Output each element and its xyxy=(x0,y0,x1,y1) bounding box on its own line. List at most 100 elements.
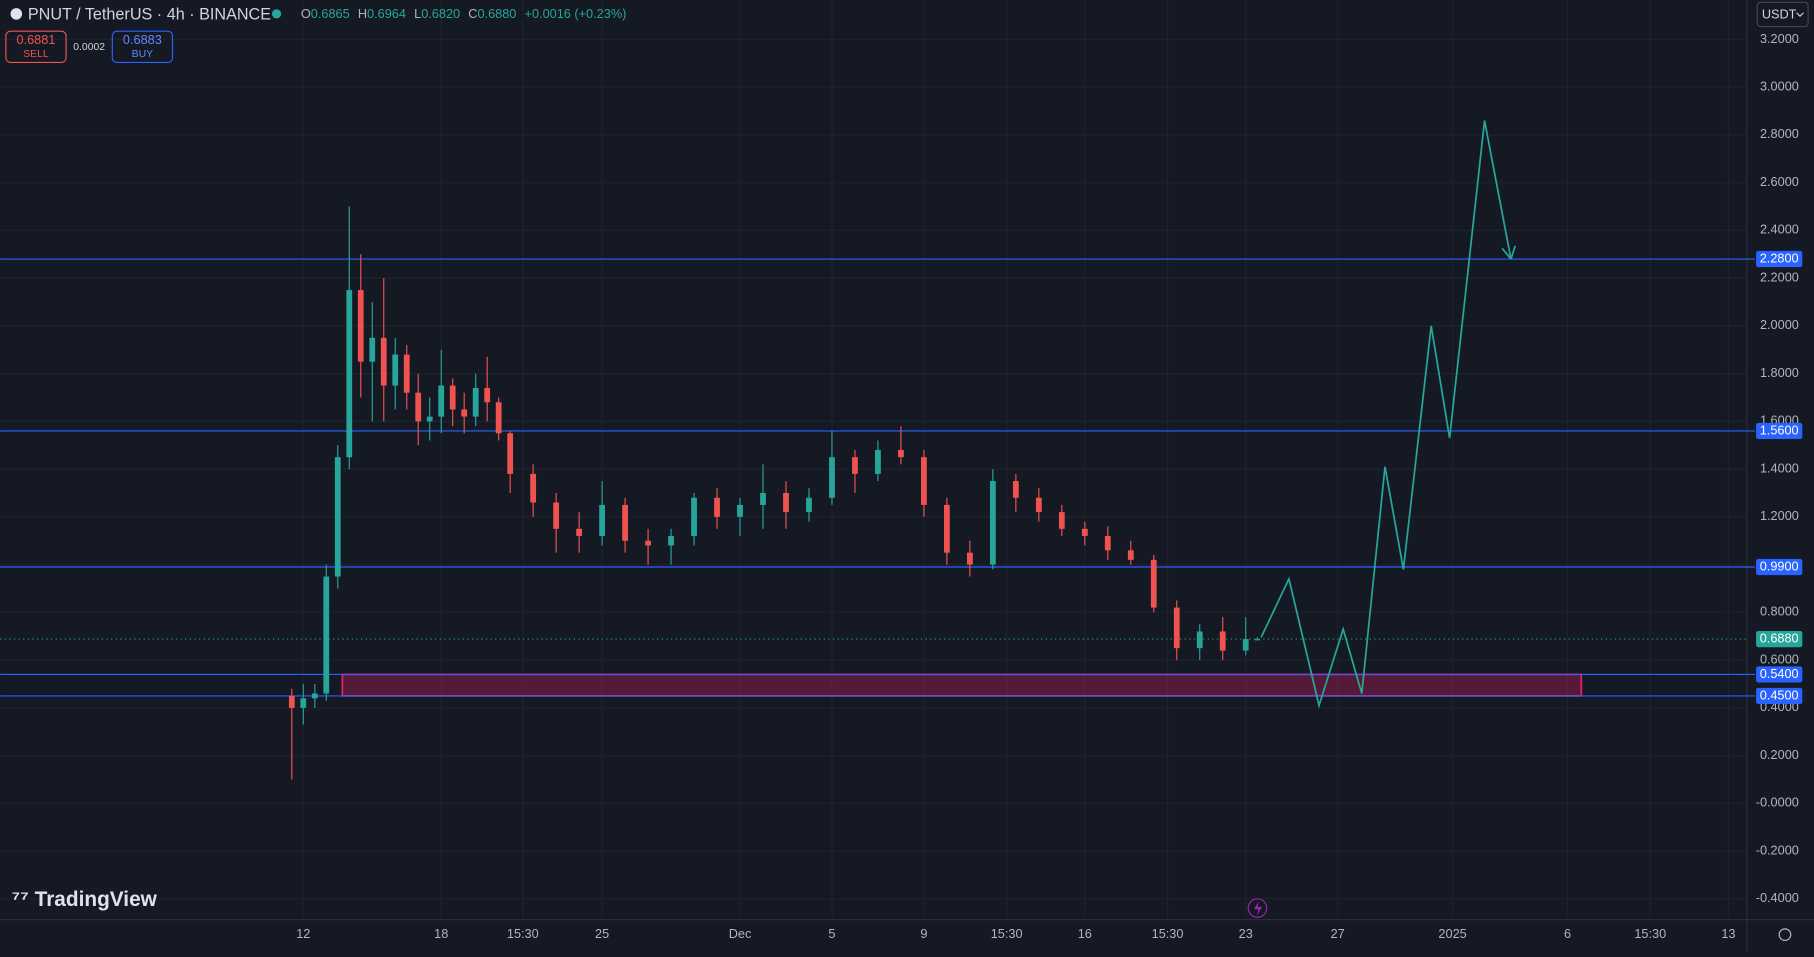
level-label: 0.4500 xyxy=(1760,687,1799,702)
candle-body xyxy=(334,457,341,577)
candle-body xyxy=(921,457,927,505)
y-tick-label: 2.6000 xyxy=(1760,174,1799,189)
candle-body xyxy=(966,552,973,565)
candle-body xyxy=(806,497,812,513)
ohlc-key: O xyxy=(301,6,311,21)
candle-body xyxy=(553,502,560,529)
x-tick-label: 12 xyxy=(296,926,310,941)
candle-body xyxy=(1012,481,1019,498)
x-tick-label: 15:30 xyxy=(507,926,539,941)
candle-body xyxy=(507,433,514,474)
candle-body xyxy=(989,481,996,565)
candle-body xyxy=(1081,528,1088,536)
currency-button[interactable] xyxy=(1756,1,1809,28)
current-price-box xyxy=(1756,630,1803,648)
level-label-box xyxy=(1756,687,1803,705)
candle-body xyxy=(392,354,399,386)
candle-body xyxy=(530,473,537,503)
symbol-icon xyxy=(10,8,23,20)
candle-body xyxy=(403,354,410,393)
ohlc-key: L xyxy=(414,6,421,21)
candle-body xyxy=(438,385,445,417)
candle-body xyxy=(1058,512,1065,529)
candle-body xyxy=(1035,497,1042,513)
x-tick-label: 15:30 xyxy=(1634,926,1666,941)
x-tick-label: Dec xyxy=(729,926,752,941)
y-tick-label: 2.4000 xyxy=(1760,222,1799,237)
candle-body xyxy=(714,497,720,517)
candle-body xyxy=(645,540,651,546)
candle-body xyxy=(1219,631,1226,651)
x-tick-label: 5 xyxy=(828,926,835,941)
candle-body xyxy=(357,290,364,362)
candle-body xyxy=(1150,559,1157,608)
y-tick-label: 3.2000 xyxy=(1760,31,1799,46)
ohlc-value: 0.6880 xyxy=(477,6,516,21)
level-label: 2.2800 xyxy=(1760,250,1799,265)
status-dot xyxy=(271,9,282,19)
candle-body xyxy=(875,450,881,474)
sell-button[interactable] xyxy=(5,30,67,64)
level-label-box xyxy=(1756,422,1803,440)
candle-body xyxy=(691,497,697,536)
y-tick-label: 1.8000 xyxy=(1760,365,1799,380)
y-tick-label: -0.0000 xyxy=(1756,795,1799,810)
spread: 0.0002 xyxy=(73,42,105,53)
candle-body xyxy=(449,385,456,410)
level-label-box xyxy=(1756,558,1803,576)
candle-body xyxy=(852,457,858,474)
candle-body xyxy=(495,402,502,434)
candle-body xyxy=(599,504,606,536)
level-label: 0.5400 xyxy=(1760,666,1799,681)
y-tick-label: 1.4000 xyxy=(1760,460,1799,475)
candle-body xyxy=(461,409,468,417)
y-tick-label: 2.0000 xyxy=(1760,317,1799,332)
settings-icon[interactable] xyxy=(1778,928,1792,942)
ohlc-value: 0.6865 xyxy=(311,6,350,21)
x-tick-label: 16 xyxy=(1078,926,1092,941)
lightning-icon[interactable] xyxy=(1247,898,1268,918)
candle-body xyxy=(1196,631,1203,649)
x-tick-label: 23 xyxy=(1239,926,1253,941)
plot xyxy=(0,120,1755,780)
x-tick-label: 25 xyxy=(595,926,609,941)
candle-body xyxy=(426,416,433,422)
x-tick-label: 2025 xyxy=(1438,926,1466,941)
candle-body xyxy=(1173,607,1180,649)
ohlc-key: C xyxy=(468,6,477,21)
candle-body xyxy=(484,387,491,403)
projection-line xyxy=(1260,120,1512,709)
candle-body xyxy=(300,698,307,708)
zone xyxy=(341,673,1583,697)
ohlc-value: 0.6820 xyxy=(421,6,460,21)
candle-body xyxy=(760,492,766,505)
candle-body xyxy=(783,492,789,513)
axes: 3.2000 3.0000 2.8000 2.6000 2.4000 2.2000 2.00… xyxy=(296,31,1803,941)
candle-body xyxy=(311,693,318,699)
level-label: 0.9900 xyxy=(1760,558,1799,573)
y-tick-label: 3.0000 xyxy=(1760,78,1799,93)
arrow-head xyxy=(1510,245,1517,260)
candle-body xyxy=(1254,639,1261,641)
arrow-head xyxy=(1501,247,1512,260)
candle-body xyxy=(369,337,376,362)
header: PNUT / TetherUS · 4h · BINANCE O0.6865 H… xyxy=(5,1,1809,942)
y-tick-label: -0.4000 xyxy=(1756,890,1799,905)
candle-body xyxy=(380,337,387,386)
x-tick-label: 18 xyxy=(434,926,448,941)
grid xyxy=(0,0,1747,920)
candle-body xyxy=(346,290,353,458)
buy-button[interactable] xyxy=(111,30,174,64)
y-tick-label: 0.8000 xyxy=(1760,604,1799,619)
y-tick-label: 1.2000 xyxy=(1760,508,1799,523)
level-label-box xyxy=(1756,250,1803,268)
symbol: PNUT / TetherUS · 4h · BINANCE xyxy=(28,5,271,23)
ohlc-value: 0.6964 xyxy=(367,6,406,21)
candle-body xyxy=(415,392,422,422)
logo: ⁷⁷ TradingView xyxy=(12,887,158,910)
lightning xyxy=(1254,901,1263,917)
y-tick-label: 2.2000 xyxy=(1760,269,1799,284)
x-tick-label: 13 xyxy=(1721,926,1735,941)
